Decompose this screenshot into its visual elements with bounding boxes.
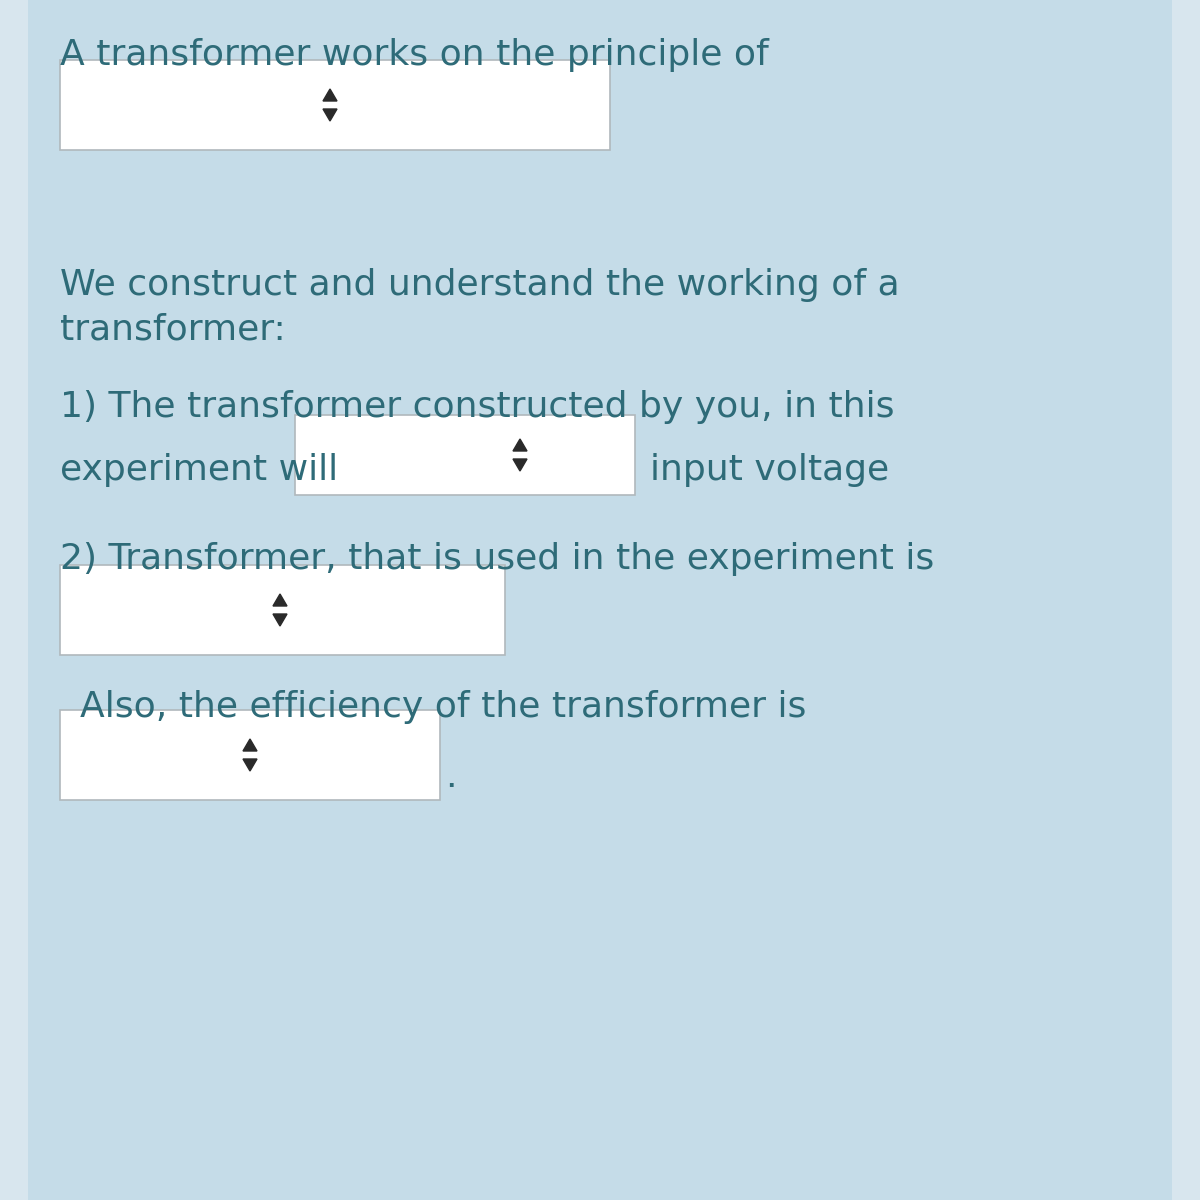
Text: transformer:: transformer: [60,312,286,346]
Polygon shape [514,439,527,451]
Polygon shape [242,739,257,751]
Polygon shape [514,458,527,470]
Text: .: . [445,760,456,794]
Bar [60,565,505,655]
Polygon shape [242,758,257,770]
Bar [60,60,610,150]
Text: A transformer works on the principle of: A transformer works on the principle of [60,38,769,72]
Polygon shape [323,109,337,121]
Polygon shape [323,89,337,101]
Bar [295,415,635,494]
Text: experiment will: experiment will [60,452,338,487]
Polygon shape [274,594,287,606]
Polygon shape [274,614,287,626]
Text: We construct and understand the working of a: We construct and understand the working … [60,268,900,302]
Bar [60,710,440,800]
Text: input voltage: input voltage [650,452,889,487]
Text: Also, the efficiency of the transformer is: Also, the efficiency of the transformer … [80,690,806,724]
Text: 1) The transformer constructed by you, in this: 1) The transformer constructed by you, i… [60,390,894,424]
Text: 2) Transformer, that is used in the experiment is: 2) Transformer, that is used in the expe… [60,542,935,576]
